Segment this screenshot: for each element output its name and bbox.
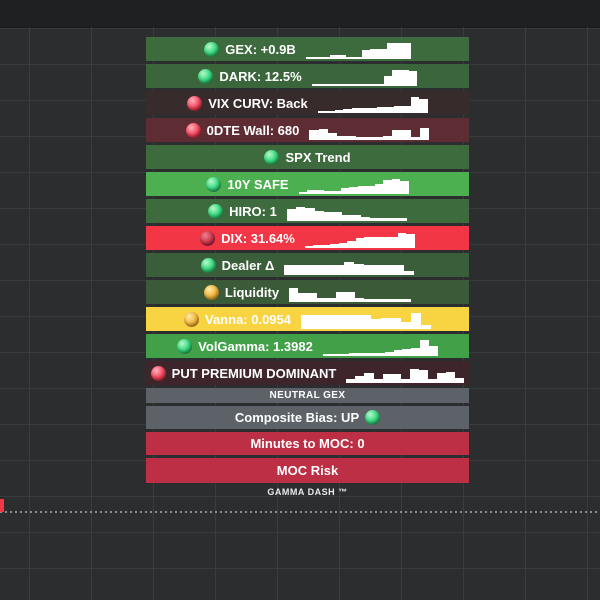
- liquidity-status-dot-icon: [203, 284, 219, 300]
- row-minutes-to-moc: Minutes to MOC: 0: [146, 432, 469, 455]
- row-label: Liquidity: [224, 284, 280, 300]
- gex-status-dot-icon: [204, 41, 220, 57]
- 10y-sparkline: [298, 175, 409, 194]
- put-premium-status-dot-icon: [150, 365, 166, 381]
- gex-sparkline: [305, 40, 411, 59]
- row-label: SPX Trend: [285, 149, 351, 165]
- row-moc-risk: MOC Risk: [146, 458, 469, 483]
- 0dte-sparkline: [309, 121, 430, 140]
- dotted-price-line: [0, 511, 600, 513]
- volgamma-sparkline: [322, 337, 438, 356]
- dark-status-dot-icon: [198, 68, 214, 84]
- row-dark: DARK: 12.5%: [146, 64, 469, 88]
- row-label: HIRO: 1: [229, 203, 277, 219]
- vix-sparkline: [317, 94, 428, 113]
- volgamma-status-dot-icon: [177, 338, 193, 354]
- hiro-sparkline: [286, 202, 407, 221]
- row-0dte-wall: 0DTE Wall: 680: [146, 118, 469, 142]
- row-vanna: Vanna: 0.0954: [146, 307, 469, 331]
- spx-status-dot-icon: [264, 149, 280, 165]
- row-hiro: HIRO: 1: [146, 199, 469, 223]
- gamma-dash-panel: GEX: +0.9B DARK: 12.5% VIX CURV: Back 0D…: [146, 37, 469, 483]
- liquidity-sparkline: [289, 283, 412, 302]
- hiro-status-dot-icon: [208, 203, 224, 219]
- 10y-status-dot-icon: [206, 176, 222, 192]
- composite-bias-status-dot-icon: [365, 410, 381, 425]
- gamma-dash-watermark: GAMMA DASH ™: [267, 487, 348, 497]
- row-liquidity: Liquidity: [146, 280, 469, 304]
- row-10y-safe: 10Y SAFE: [146, 172, 469, 196]
- row-dealer-delta: Dealer Δ: [146, 253, 469, 277]
- vix-status-dot-icon: [187, 95, 203, 111]
- row-label: Minutes to MOC: 0: [250, 436, 365, 451]
- vanna-sparkline: [301, 310, 431, 329]
- row-label: GEX: +0.9B: [225, 41, 296, 57]
- row-label: Dealer Δ: [221, 257, 275, 273]
- row-label: VolGamma: 1.3982: [198, 338, 313, 354]
- row-label: VIX CURV: Back: [208, 95, 308, 111]
- row-put-premium: PUT PREMIUM DOMINANT: [146, 361, 469, 385]
- row-composite-bias: Composite Bias: UP: [146, 406, 469, 429]
- price-axis-marker: [0, 499, 4, 512]
- put-premium-sparkline: [346, 364, 465, 383]
- row-label: Vanna: 0.0954: [205, 311, 291, 327]
- row-label: 10Y SAFE: [227, 176, 289, 192]
- row-vix-curv: VIX CURV: Back: [146, 91, 469, 115]
- row-label: 0DTE Wall: 680: [206, 122, 300, 138]
- row-label: DARK: 12.5%: [219, 68, 302, 84]
- row-dix: DIX: 31.64%: [146, 226, 469, 250]
- row-label: DIX: 31.64%: [221, 230, 295, 246]
- 0dte-status-dot-icon: [185, 122, 201, 138]
- vanna-status-dot-icon: [184, 311, 199, 327]
- dix-sparkline: [304, 229, 415, 248]
- row-label: PUT PREMIUM DOMINANT: [171, 365, 337, 381]
- row-label: MOC Risk: [276, 463, 339, 478]
- row-neutral-gex: NEUTRAL GEX: [146, 388, 469, 403]
- row-spx-trend: SPX Trend: [146, 145, 469, 169]
- row-label: NEUTRAL GEX: [269, 390, 346, 401]
- dealer-sparkline: [284, 256, 415, 275]
- top-toolbar-strip: [0, 0, 600, 28]
- row-label: Composite Bias: UP: [234, 410, 360, 425]
- dealer-status-dot-icon: [200, 257, 216, 273]
- dix-status-dot-icon: [200, 230, 216, 246]
- row-gex: GEX: +0.9B: [146, 37, 469, 61]
- dark-sparkline: [311, 67, 417, 86]
- row-volgamma: VolGamma: 1.3982: [146, 334, 469, 358]
